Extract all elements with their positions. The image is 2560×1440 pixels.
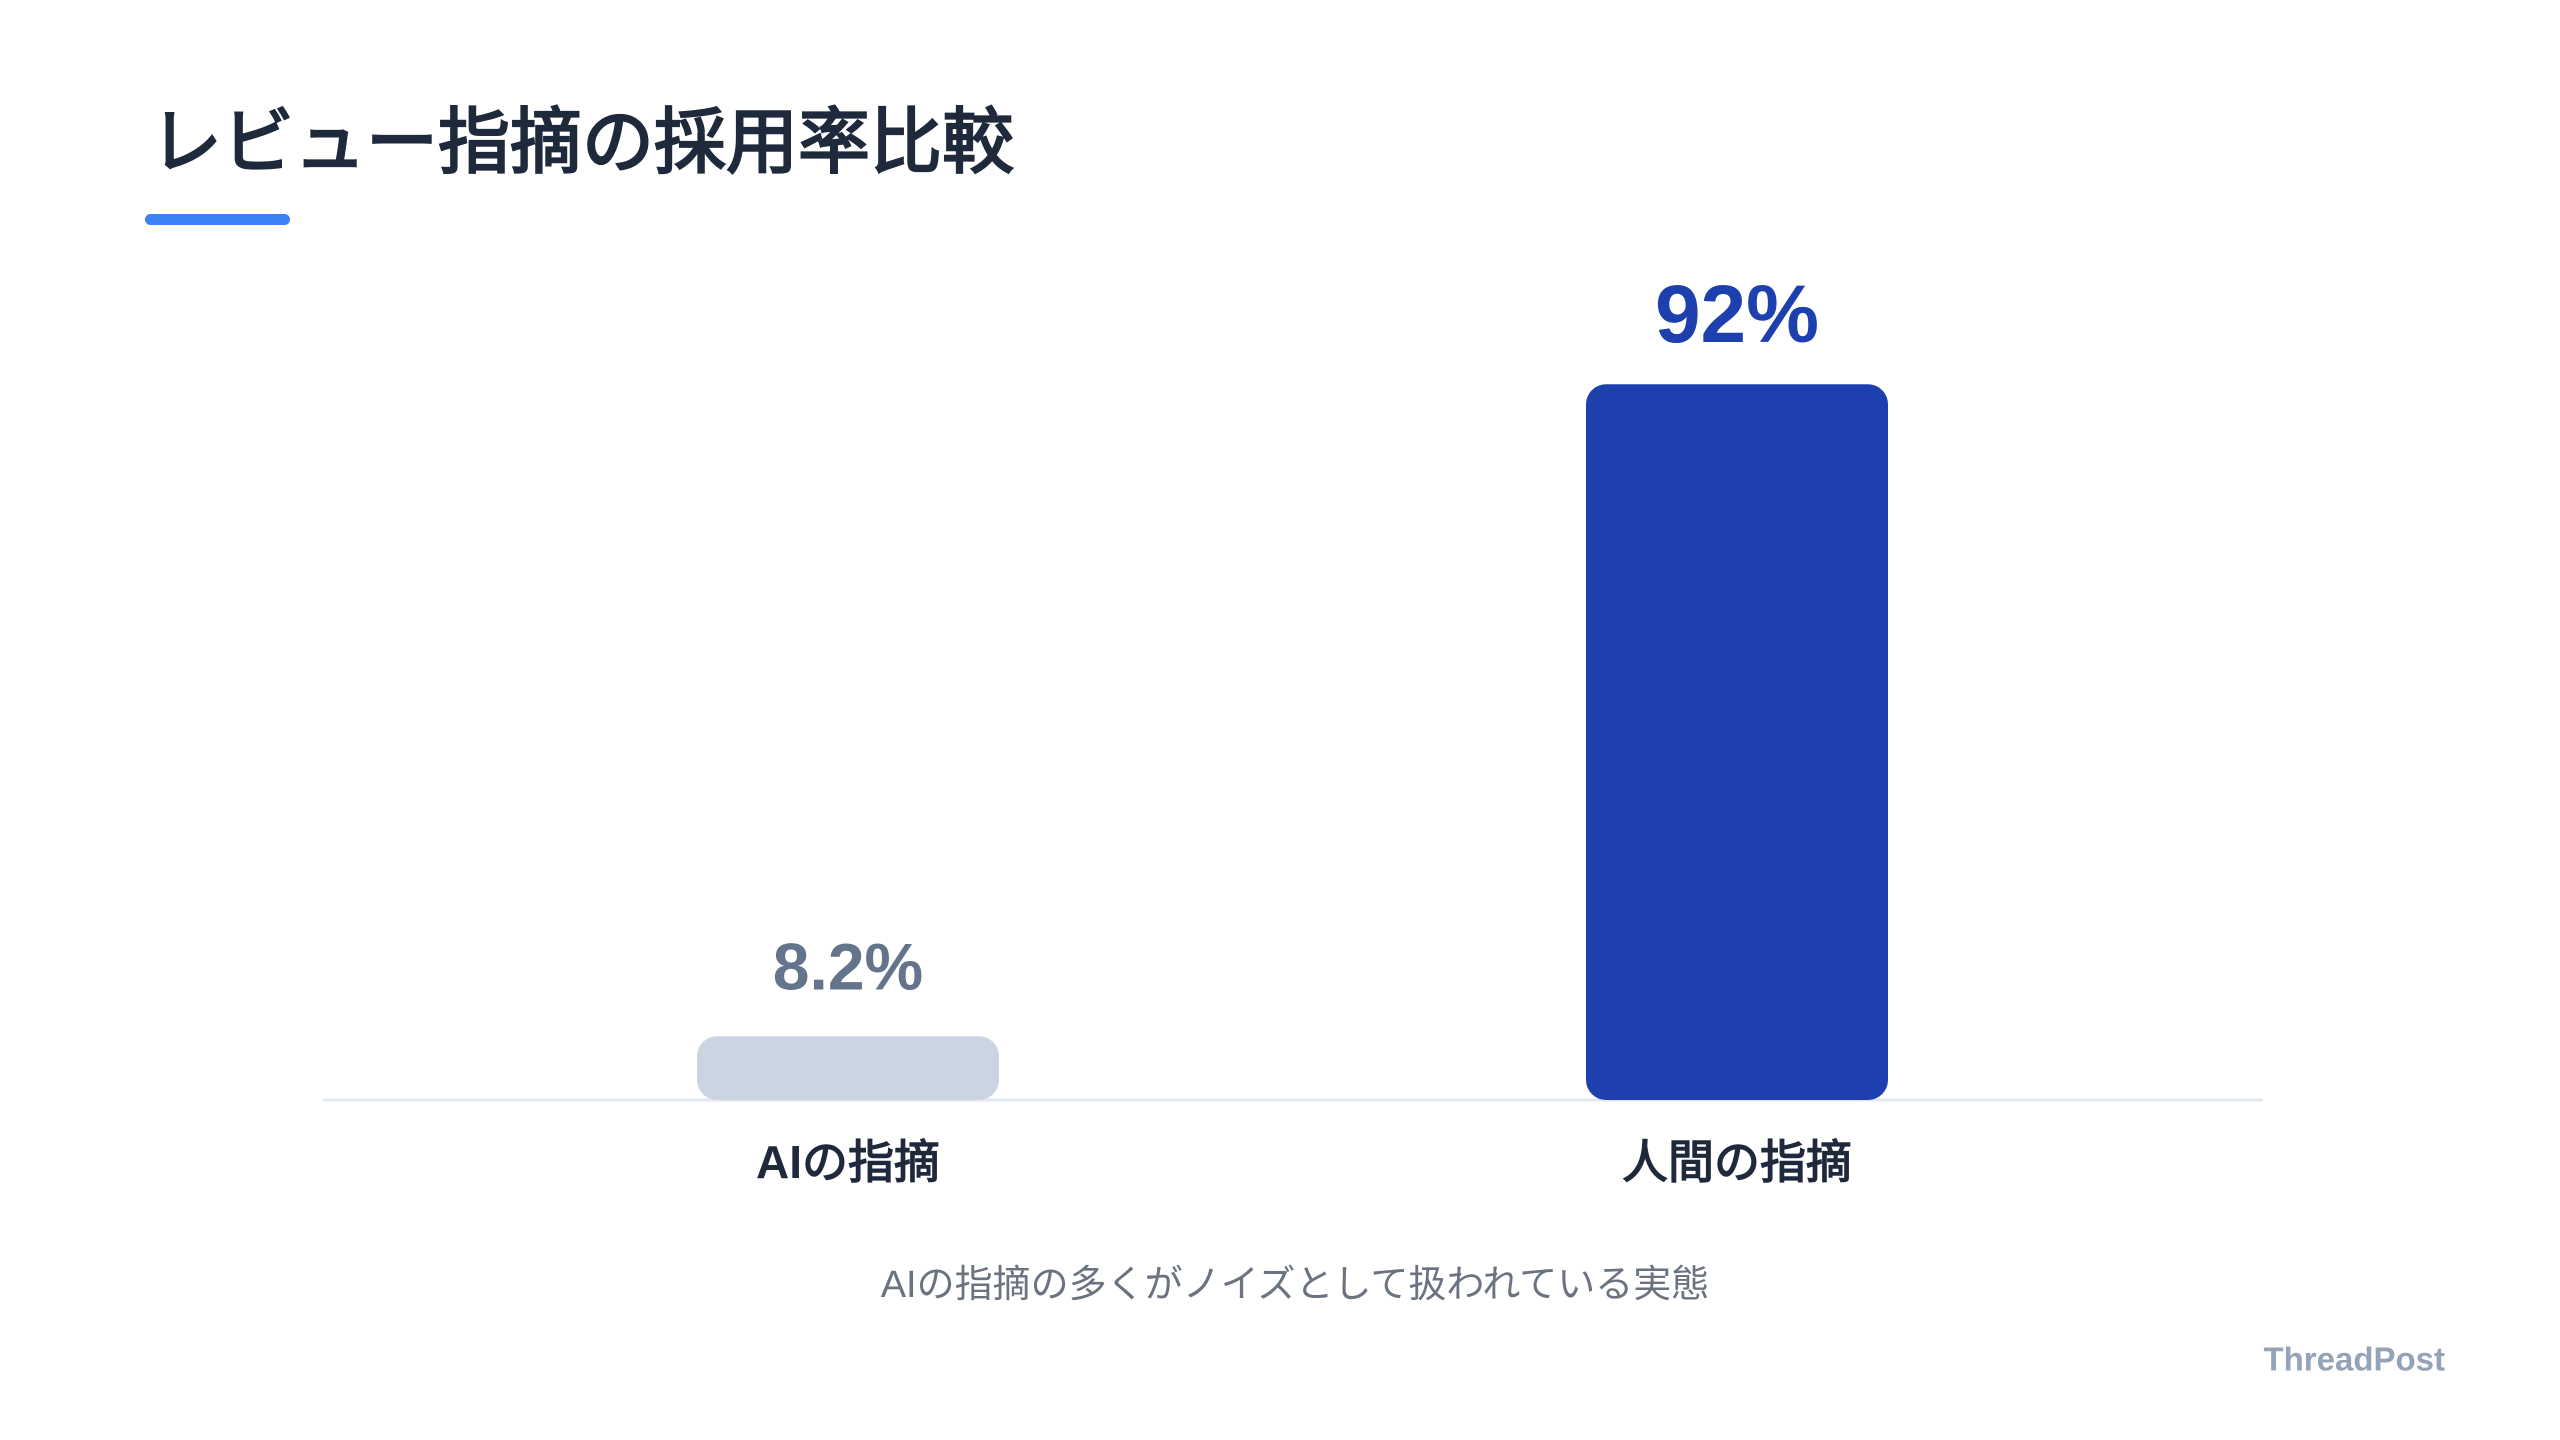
chart-title: レビュー指摘の採用率比較 bbox=[150, 103, 1015, 183]
value-label: 8.2% bbox=[773, 930, 923, 1004]
value-label: 92% bbox=[1655, 269, 1819, 360]
category-label: AIの指摘 bbox=[756, 1136, 940, 1188]
caption: AIの指摘の多くがノイズとして扱われている実態 bbox=[881, 1264, 1710, 1306]
category-label: 人間の指摘 bbox=[1622, 1136, 1852, 1188]
bar bbox=[697, 1036, 999, 1100]
bar bbox=[1586, 384, 1888, 1100]
brand: ThreadPost bbox=[2263, 1341, 2445, 1378]
title-underline bbox=[145, 214, 290, 225]
